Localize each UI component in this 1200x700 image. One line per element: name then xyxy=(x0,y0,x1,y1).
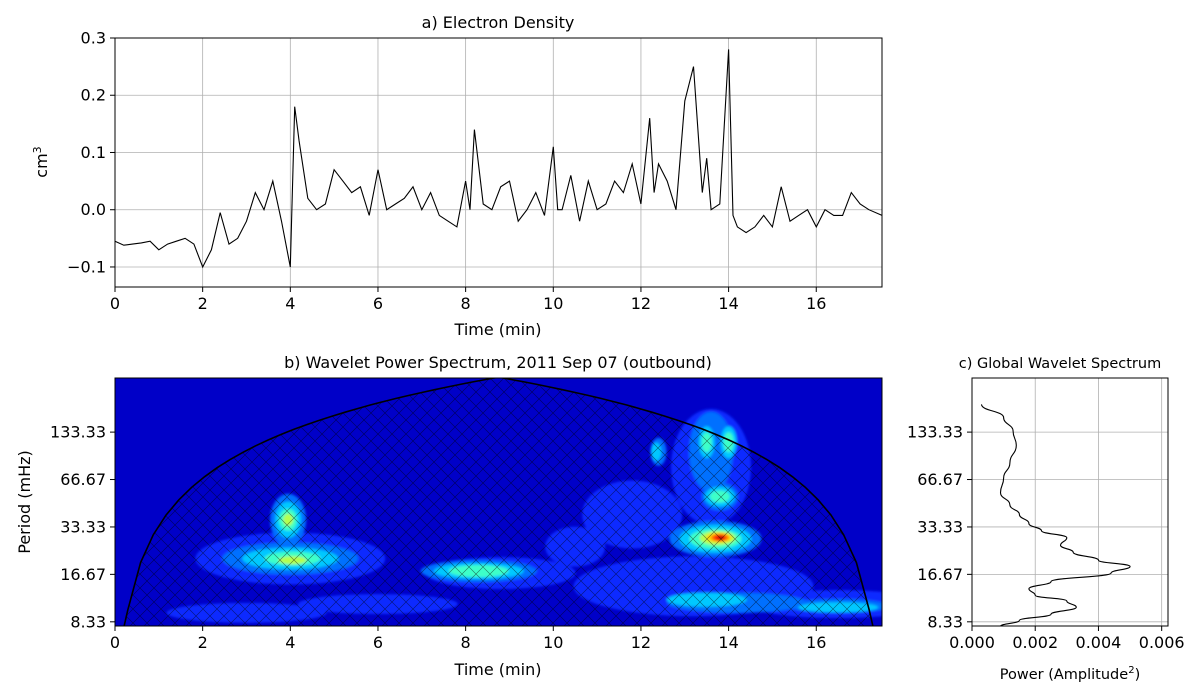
panel-b-xlabel: Time (min) xyxy=(454,660,542,679)
global-wavelet-spectrum-line xyxy=(980,404,1131,627)
x-tick-label: 8 xyxy=(461,633,471,652)
x-tick-label: 4 xyxy=(285,294,295,313)
x-tick-label: 0.006 xyxy=(1139,633,1185,652)
panel-c-x-ticks: 0.000 0.002 0.004 0.006 xyxy=(949,626,1185,652)
panel-c-y-ticks: 8.33 16.67 33.33 66.67 133.33 xyxy=(907,423,972,631)
y-tick-label: 33.33 xyxy=(917,517,963,536)
panel-b-ylabel: Period (mHz) xyxy=(15,450,34,553)
x-tick-label: 0.002 xyxy=(1012,633,1058,652)
panel-c: 0.000 0.002 0.004 0.006 8.33 16.67 33.33 66.67… xyxy=(907,356,1185,683)
x-tick-label: 2 xyxy=(198,294,208,313)
panel-a-y-ticks: −0.1 0.0 0.1 0.2 0.3 xyxy=(67,29,115,276)
y-tick-label: 0.1 xyxy=(81,143,106,162)
panel-c-xlabel: Power (Amplitude2) xyxy=(1000,665,1140,683)
x-tick-label: 10 xyxy=(543,633,563,652)
panel-b-frame xyxy=(114,377,883,627)
panel-a-x-ticks: 0 2 4 6 8 10 12 14 16 xyxy=(110,287,826,313)
x-tick-label: 0 xyxy=(110,633,120,652)
x-tick-label: 2 xyxy=(198,633,208,652)
x-tick-label: 0.000 xyxy=(949,633,995,652)
y-tick-label: 8.33 xyxy=(927,612,963,631)
x-tick-label: 12 xyxy=(631,294,651,313)
y-tick-label: 133.33 xyxy=(907,423,963,442)
x-tick-label: 8 xyxy=(461,294,471,313)
x-tick-label: 0 xyxy=(110,294,120,313)
cone-of-influence-hatch xyxy=(124,378,873,626)
y-tick-label: 66.67 xyxy=(917,470,963,489)
x-tick-label: 4 xyxy=(285,633,295,652)
cone-of-influence-line xyxy=(123,378,874,626)
panel-b-x-ticks: 0 2 4 6 8 10 12 14 16 xyxy=(110,626,826,652)
panel-a: 0 2 4 6 8 10 12 14 16 −0.1 0.0 0.1 0.2 0.3 a) Electr… xyxy=(31,13,883,339)
y-tick-label: 66.67 xyxy=(60,470,106,489)
y-tick-label: 0.0 xyxy=(81,200,106,219)
panel-b-title: b) Wavelet Power Spectrum, 2011 Sep 07 (… xyxy=(284,353,712,372)
x-tick-label: 6 xyxy=(373,633,383,652)
y-tick-label: 8.33 xyxy=(70,612,106,631)
panel-a-title: a) Electron Density xyxy=(422,13,575,32)
panel-b-y-ticks: 8.33 16.67 33.33 66.67 133.33 xyxy=(50,423,115,631)
y-tick-label: 16.67 xyxy=(60,565,106,584)
x-tick-label: 16 xyxy=(806,633,826,652)
panel-c-frame xyxy=(971,377,1169,627)
x-tick-label: 6 xyxy=(373,294,383,313)
x-tick-label: 10 xyxy=(543,294,563,313)
x-tick-label: 12 xyxy=(631,633,651,652)
y-tick-label: −0.1 xyxy=(67,257,106,276)
x-tick-label: 16 xyxy=(806,294,826,313)
y-tick-label: 16.67 xyxy=(917,565,963,584)
panel-a-frame xyxy=(114,37,883,288)
panel-a-grid xyxy=(114,37,882,287)
x-tick-label: 14 xyxy=(718,294,738,313)
y-tick-label: 0.3 xyxy=(81,29,106,48)
x-tick-label: 0.004 xyxy=(1076,633,1122,652)
y-tick-label: 0.2 xyxy=(81,86,106,105)
panel-b: 0 2 4 6 8 10 12 14 16 8.3316.6733.3366.67133.33 … xyxy=(15,353,883,679)
wavelet-power-heatmap xyxy=(115,378,882,626)
y-tick-label: 33.33 xyxy=(60,517,106,536)
x-tick-label: 14 xyxy=(718,633,738,652)
electron-density-line xyxy=(114,49,883,269)
panel-c-title: c) Global Wavelet Spectrum xyxy=(959,356,1161,372)
panel-a-ylabel: cm3 xyxy=(31,146,51,177)
y-tick-label: 133.33 xyxy=(50,423,106,442)
panel-a-xlabel: Time (min) xyxy=(454,320,542,339)
